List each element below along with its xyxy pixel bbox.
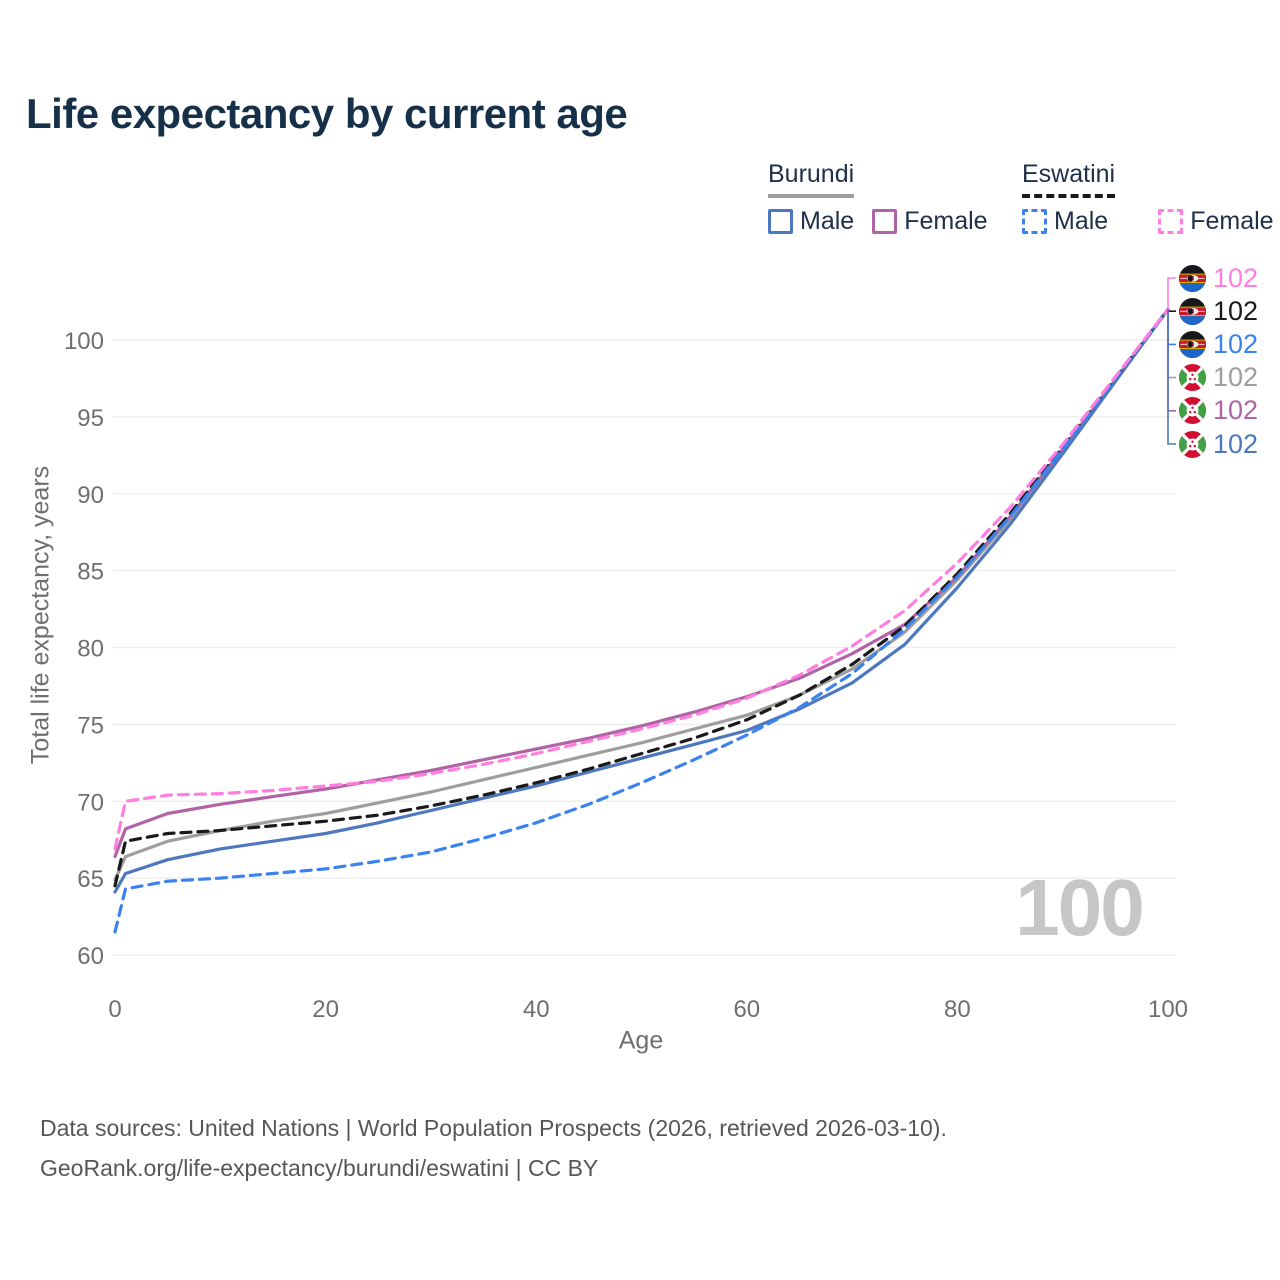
end-label-row: 102 [1179, 430, 1258, 458]
legend-item-label: Female [904, 207, 988, 235]
footer-data-sources: Data sources: United Nations | World Pop… [40, 1115, 947, 1141]
age-indicator-watermark: 100 [1015, 863, 1144, 952]
x-tick-label: 60 [733, 996, 760, 1023]
y-tick-label: 95 [77, 405, 104, 432]
legend-item-burundi-male[interactable]: Male [768, 207, 854, 236]
series-line-burundi-both-sexes [113, 307, 1170, 882]
endpoint-leader-line [1167, 277, 1176, 310]
eswatini-male-swatch-icon [1022, 209, 1047, 234]
series-line-eswatini-both-sexes [113, 307, 1170, 888]
endpoint-leader-line [1167, 309, 1176, 379]
series-line-eswatini-female [113, 307, 1170, 851]
y-tick-label: 70 [77, 789, 104, 816]
page-title: Life expectancy by current age [26, 90, 628, 137]
footer: Data sources: United Nations | World Pop… [40, 1108, 947, 1189]
y-tick-label: 90 [77, 482, 104, 509]
legend-item-label: Male [800, 207, 855, 235]
y-tick-label: 60 [77, 943, 104, 970]
endpoint-leader-line [1167, 309, 1176, 313]
eswatini-female-swatch-icon [1158, 209, 1184, 234]
end-label-value: 102 [1213, 395, 1259, 426]
legend-item-label: Male [1054, 207, 1109, 235]
end-label-row: 102 [1179, 330, 1258, 358]
end-label-value: 102 [1213, 328, 1259, 359]
y-tick-label: 80 [77, 636, 104, 663]
endpoint-leader-line [1167, 309, 1176, 412]
y-tick-label: 100 [64, 328, 104, 355]
legend-country-burundi[interactable]: Burundi [768, 160, 855, 198]
legend-item-eswatini-male[interactable]: Male [1022, 207, 1108, 236]
end-label-value: 102 [1213, 362, 1259, 393]
x-tick-label: 20 [312, 996, 339, 1023]
legend-group-burundi: Burundi Male Female [768, 160, 1006, 236]
burundi-flag-icon [1179, 397, 1206, 424]
series-line-burundi-male [113, 307, 1170, 894]
legend-item-label: Female [1190, 207, 1274, 235]
y-tick-label: 85 [77, 559, 104, 586]
endpoint-leader-line [1167, 309, 1176, 346]
x-axis-title: Age [618, 1026, 664, 1055]
legend-group-eswatini: Eswatini Male Female [1022, 160, 1280, 236]
burundi-flag-icon [1179, 364, 1206, 391]
eswatini-flag-icon [1179, 331, 1206, 358]
x-tick-label: 40 [523, 996, 550, 1023]
eswatini-flag-icon [1179, 298, 1206, 325]
end-label-row: 102 [1179, 364, 1258, 392]
legend-item-eswatini-female[interactable]: Female [1158, 207, 1274, 236]
end-label-value: 102 [1213, 428, 1259, 459]
end-label-row: 102 [1179, 264, 1258, 292]
burundi-male-swatch-icon [768, 209, 793, 234]
x-tick-label: 0 [108, 996, 121, 1023]
eswatini-flag-icon [1179, 265, 1206, 292]
y-tick-label: 75 [77, 712, 104, 739]
endpoint-leader-line [1167, 309, 1176, 445]
burundi-flag-icon [1179, 431, 1206, 458]
footer-attribution: GeoRank.org/life-expectancy/burundi/eswa… [40, 1155, 599, 1182]
y-axis-title: Total life expectancy, years [26, 465, 55, 765]
end-label-row: 102 [1179, 297, 1258, 325]
series-line-burundi-female [113, 307, 1170, 859]
burundi-female-swatch-icon [872, 209, 898, 234]
end-label-row: 102 [1179, 397, 1258, 425]
series-line-eswatini-male [113, 307, 1170, 934]
y-tick-label: 65 [77, 866, 104, 893]
end-label-value: 102 [1213, 295, 1259, 326]
x-tick-label: 80 [944, 996, 971, 1023]
legend-item-burundi-female[interactable]: Female [872, 207, 988, 236]
legend-country-eswatini[interactable]: Eswatini [1022, 160, 1116, 198]
x-tick-label: 100 [1148, 996, 1188, 1023]
end-label-value: 102 [1213, 262, 1259, 293]
